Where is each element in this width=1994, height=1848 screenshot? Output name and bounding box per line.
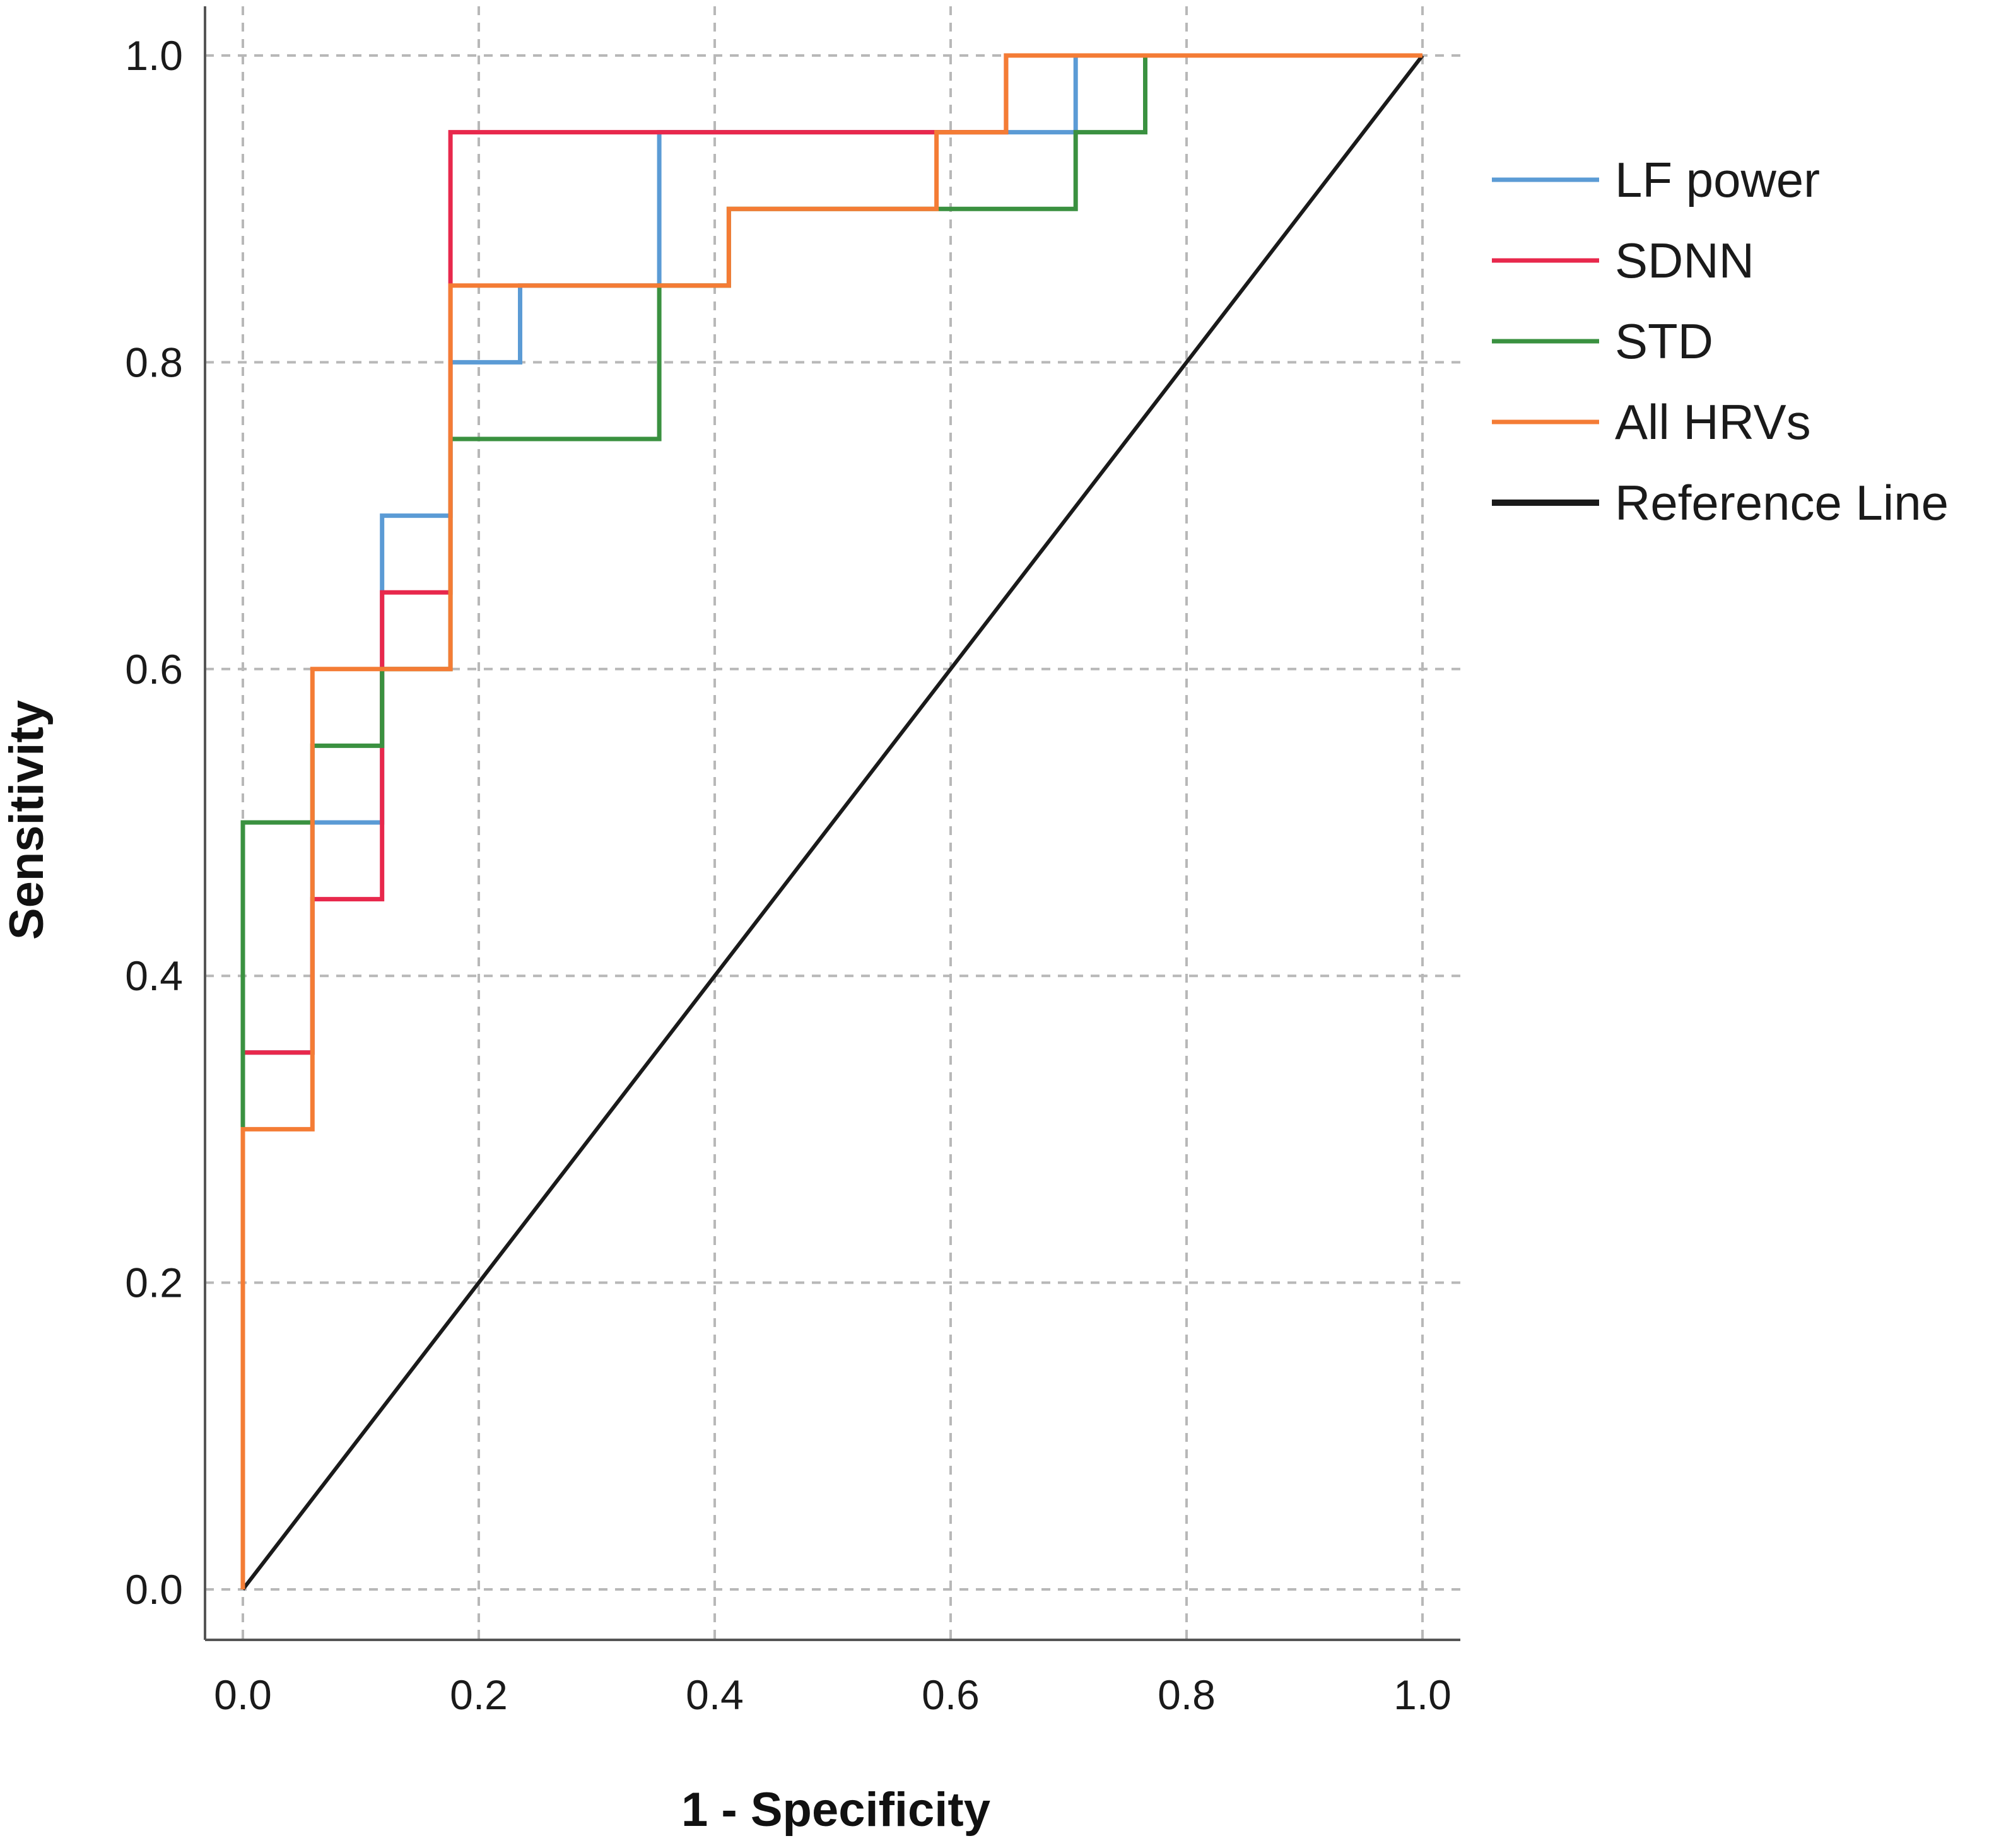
x-tick-label: 0.4 bbox=[686, 1671, 744, 1718]
x-tick-label: 0.6 bbox=[922, 1671, 980, 1718]
tick-labels: 0.0 0.2 0.4 0.6 0.8 1.0 0.0 0.2 0.4 0.6 0.8 1.0 bbox=[125, 32, 1452, 1718]
legend-label-all-hrvs: All HRVs bbox=[1615, 394, 1811, 450]
series-reference-line-line bbox=[241, 54, 1424, 1591]
axes bbox=[204, 6, 1460, 1641]
y-tick-label: 0.2 bbox=[125, 1260, 183, 1306]
legend-label-reference-line: Reference Line bbox=[1615, 475, 1949, 530]
legend-label-lf-power: LF power bbox=[1615, 152, 1820, 208]
legend-label-std: STD bbox=[1615, 313, 1713, 369]
legend: LF power SDNN STD All HRVs Reference Line bbox=[1492, 152, 1949, 530]
x-tick-label: 0.2 bbox=[450, 1671, 508, 1718]
y-tick-label: 1.0 bbox=[125, 32, 183, 79]
x-tick-label: 1.0 bbox=[1393, 1671, 1452, 1718]
series-all-hrvs-line bbox=[240, 53, 1422, 1589]
legend-label-sdnn: SDNN bbox=[1615, 233, 1754, 288]
x-tick-label: 0.0 bbox=[214, 1671, 272, 1718]
x-axis-title: 1 - Specificity bbox=[681, 1783, 990, 1837]
y-tick-label: 0.4 bbox=[125, 952, 183, 999]
y-tick-label: 0.0 bbox=[125, 1566, 183, 1613]
x-tick-label: 0.8 bbox=[1158, 1671, 1216, 1718]
series-group bbox=[240, 53, 1424, 1591]
y-tick-label: 0.8 bbox=[125, 339, 183, 385]
y-tick-label: 0.6 bbox=[125, 646, 183, 693]
y-axis-title: Sensitivity bbox=[0, 700, 54, 940]
